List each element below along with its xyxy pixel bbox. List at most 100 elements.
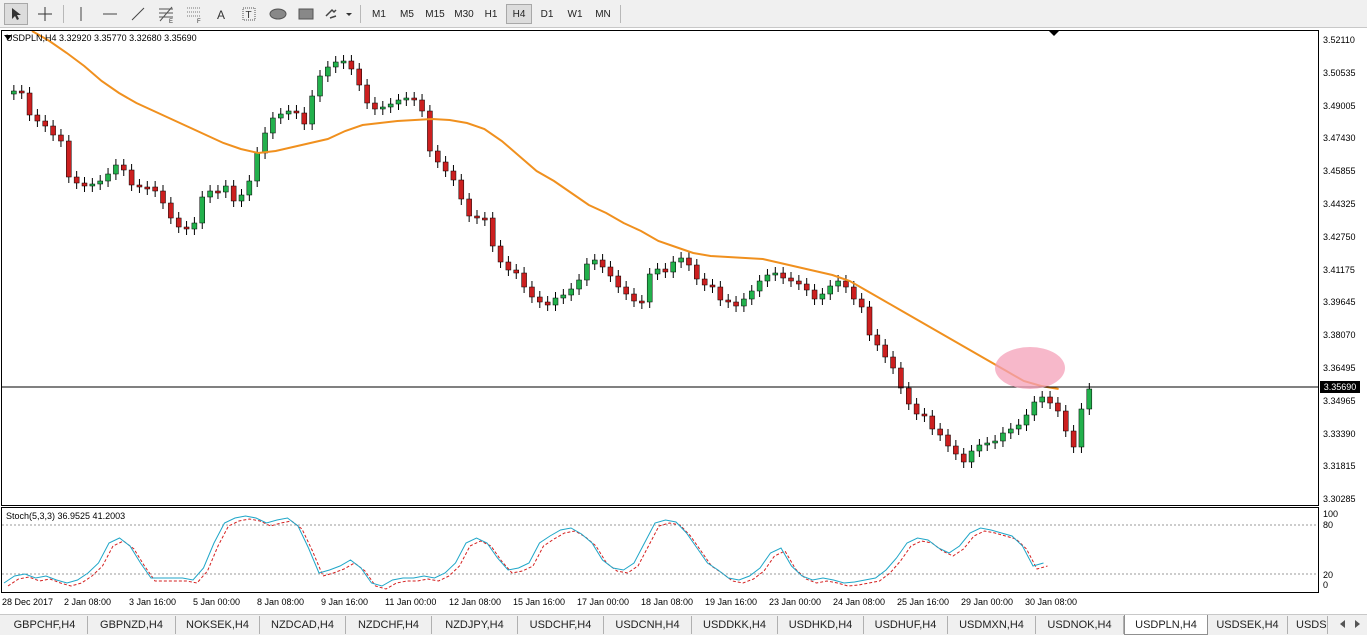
stochastic-chart: [2, 515, 1318, 590]
candle-body: [741, 298, 747, 307]
candle-body: [654, 268, 661, 275]
timeframe-m30[interactable]: M30: [454, 8, 474, 20]
candle-body: [199, 196, 205, 224]
tab-usdhkd[interactable]: USDHKD,H4: [778, 616, 864, 634]
candle-body: [128, 169, 135, 186]
candle-body: [976, 444, 983, 452]
tab-gbpnzd[interactable]: GBPNZD,H4: [88, 616, 176, 634]
fibonacci-icon[interactable]: E: [154, 3, 178, 25]
candle-body: [874, 334, 881, 346]
tab-usdnok[interactable]: USDNOK,H4: [1036, 616, 1124, 634]
tab-nzdchf[interactable]: NZDCHF,H4: [346, 616, 432, 634]
candle-body: [105, 173, 111, 182]
candle-body: [646, 273, 653, 303]
tab-scroll-icon[interactable]: [1337, 618, 1363, 630]
text-label-icon[interactable]: T: [238, 3, 260, 25]
price-tick-label: 3.30285: [1323, 494, 1356, 505]
trendline-icon[interactable]: [126, 3, 150, 25]
cursor-icon[interactable]: [4, 3, 28, 25]
timeframe-d1[interactable]: D1: [540, 8, 554, 20]
candle-body: [843, 280, 849, 288]
candle-body: [1023, 414, 1030, 426]
tab-noksek[interactable]: NOKSEK,H4: [176, 616, 260, 634]
ellipse-icon[interactable]: [266, 3, 290, 25]
candle-body: [662, 268, 669, 273]
tab-usdpln[interactable]: USDPLN,H4: [1124, 615, 1208, 635]
svg-text:T: T: [246, 10, 252, 21]
rectangle-icon[interactable]: [294, 3, 318, 25]
tab-usdcnh[interactable]: USDCNH,H4: [604, 616, 692, 634]
chart-shift-marker-icon[interactable]: [1049, 31, 1059, 37]
tab-usdhuf[interactable]: USDHUF,H4: [864, 616, 948, 634]
candle-body: [238, 194, 245, 202]
time-tick-label: 3 Jan 16:00: [129, 597, 177, 607]
tab-scroll-arrows[interactable]: [1337, 618, 1363, 633]
tab-usdchf[interactable]: USDCHF,H4: [518, 616, 604, 634]
chart-menu-arrow-icon[interactable]: [4, 35, 12, 41]
tab-gbpchf[interactable]: GBPCHF,H4: [2, 616, 88, 634]
time-tick-label: 19 Jan 16:00: [705, 597, 758, 607]
candle-body: [1039, 396, 1045, 403]
price-tick-label: 3.42750: [1323, 231, 1356, 242]
candle-body: [262, 132, 268, 154]
timeframe-w1[interactable]: W1: [567, 8, 583, 20]
time-tick-label: 11 Jan 00:00: [385, 597, 437, 607]
candle-body: [1008, 428, 1014, 434]
timeframe-m5[interactable]: M5: [400, 8, 414, 20]
tab-usds[interactable]: USDS: [1288, 616, 1328, 634]
candle-body: [380, 106, 386, 110]
candle-body: [411, 97, 417, 101]
fibonacci-fan-icon[interactable]: F: [182, 3, 206, 25]
candle-body: [921, 413, 928, 417]
timeframe-h1[interactable]: H1: [484, 8, 498, 20]
candle-body: [1055, 402, 1061, 412]
candle-body: [1078, 408, 1085, 448]
stochastic-panel[interactable]: [1, 507, 1319, 593]
price-tick-label: 3.52110: [1323, 35, 1355, 45]
time-tick-label: 18 Jan 08:00: [641, 597, 694, 607]
stoch-level-20: 20: [1323, 570, 1334, 580]
candle-body: [913, 403, 920, 415]
tab-nzdcad[interactable]: NZDCAD,H4: [260, 616, 346, 634]
candle-body: [364, 84, 370, 104]
crosshair-icon[interactable]: [33, 3, 57, 25]
vertical-line-icon[interactable]: [70, 3, 92, 25]
timeframe-m15[interactable]: M15: [425, 8, 445, 20]
candle-body: [332, 61, 339, 68]
candle-body: [81, 182, 88, 187]
current-price-label: 3.35690: [1320, 381, 1360, 393]
candle-body: [599, 259, 606, 268]
candle-body: [678, 257, 684, 263]
timeframe-mn[interactable]: MN: [595, 8, 611, 20]
candle-body: [772, 272, 779, 276]
candle-body: [513, 269, 519, 274]
candle-body: [230, 185, 237, 202]
text-icon[interactable]: A: [211, 3, 233, 25]
candle-body: [937, 428, 943, 436]
time-tick-label: 25 Jan 16:00: [897, 597, 950, 607]
price-tick-label: 3.50535: [1323, 67, 1356, 78]
tab-nzdjpy[interactable]: NZDJPY,H4: [432, 616, 518, 634]
tab-usddkk[interactable]: USDDKK,H4: [692, 616, 778, 634]
candle-body: [152, 186, 158, 192]
highlight-ellipse[interactable]: [995, 347, 1065, 389]
time-tick-label: 15 Jan 16:00: [513, 597, 566, 607]
candle-body: [725, 299, 731, 303]
svg-text:F: F: [197, 19, 201, 23]
timeframe-m1[interactable]: M1: [372, 8, 386, 20]
time-tick-label: 23 Jan 00:00: [769, 597, 822, 607]
svg-text:E: E: [169, 19, 173, 23]
candle-body: [945, 434, 951, 447]
candle-body: [466, 198, 472, 217]
horizontal-line-icon[interactable]: [98, 3, 122, 25]
arrows-icon[interactable]: [322, 3, 354, 25]
candle-body: [960, 453, 967, 463]
time-tick-label: 2 Jan 08:00: [64, 597, 112, 607]
candle-body: [1063, 410, 1069, 432]
price-tick-label: 3.36495: [1323, 363, 1356, 373]
timeframe-h4[interactable]: H4: [506, 4, 532, 24]
price-chart-panel[interactable]: [1, 30, 1319, 506]
tab-usdmxn[interactable]: USDMXN,H4: [948, 616, 1036, 634]
candle-body: [325, 66, 331, 77]
tab-usdsek[interactable]: USDSEK,H4: [1208, 616, 1288, 634]
